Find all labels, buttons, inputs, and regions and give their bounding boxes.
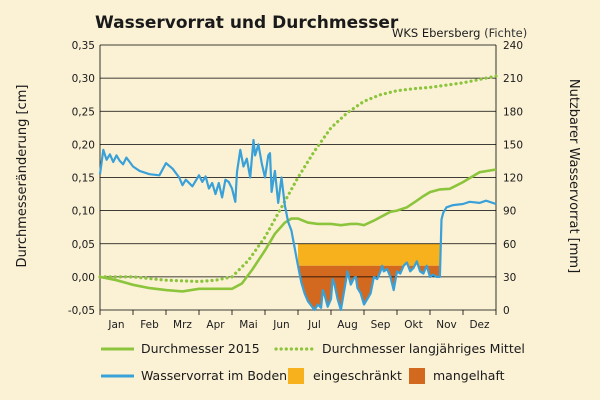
legend: Durchmesser 2015 Durchmesser langjährige… bbox=[101, 341, 525, 384]
x-tick-label: Sep bbox=[371, 319, 391, 331]
legend-swatch-mangelhaft bbox=[409, 368, 425, 384]
x-tick-label: Nov bbox=[436, 319, 457, 331]
y-tick-right-label: 240 bbox=[503, 40, 523, 52]
chart-title: Wasservorrat und Durchmesser bbox=[95, 13, 399, 33]
legend-label-durchmesser-mittel: Durchmesser langjähriges Mittel bbox=[322, 341, 525, 356]
y-tick-left-label: 0,25 bbox=[72, 106, 95, 118]
chart-subtitle-site: WKS Ebersberg bbox=[392, 26, 480, 40]
series-line-durchmesser-2015 bbox=[99, 168, 497, 293]
x-tick-label: Aug bbox=[337, 319, 358, 331]
plot-area: 0,35 0,30 0,25 0,20 0,15 0,10 0,05 0,00 -0,05 240… bbox=[68, 40, 523, 331]
x-tick-label: Okt bbox=[404, 319, 422, 331]
y-axis-right-label: Nutzbarer Wasservorrat [mm] bbox=[566, 79, 581, 273]
y-tick-right-label: 150 bbox=[503, 139, 523, 151]
chart-subtitle: WKS Ebersberg (Fichte) bbox=[392, 26, 527, 40]
y-tick-right-label: 180 bbox=[503, 106, 523, 118]
series-line-durchmesser-mittel bbox=[98, 74, 498, 284]
legend-label-mangelhaft: mangelhaft bbox=[433, 368, 505, 383]
y-tick-left-label: 0,35 bbox=[72, 40, 95, 52]
y-tick-right-label: 210 bbox=[503, 73, 523, 85]
x-tick-label: Mrz bbox=[173, 319, 192, 331]
legend-label-eingeschraenkt: eingeschränkt bbox=[313, 368, 402, 383]
x-tick-label: Apr bbox=[206, 319, 225, 331]
y-axis-left-label: Durchmesseränderung [cm] bbox=[15, 85, 30, 268]
legend-label-wasservorrat: Wasservorrat im Boden bbox=[141, 368, 287, 383]
legend-swatch-eingeschraenkt bbox=[288, 368, 304, 384]
y-tick-right-label: 0 bbox=[503, 305, 510, 317]
chart-subtitle-note: (Fichte) bbox=[484, 26, 527, 40]
y-tick-left-label: 0,30 bbox=[72, 73, 95, 85]
y-tick-left-label: 0,15 bbox=[72, 173, 95, 185]
y-tick-left-label: 0,00 bbox=[72, 272, 95, 284]
x-tick-label: Jul bbox=[307, 319, 321, 331]
x-tick-label: Jan bbox=[107, 319, 124, 331]
y-tick-right-label: 90 bbox=[503, 206, 516, 218]
x-tick-label: Feb bbox=[140, 319, 159, 331]
legend-label-durchmesser-2015: Durchmesser 2015 bbox=[141, 341, 260, 356]
y-tick-left-label: -0,05 bbox=[68, 305, 95, 317]
y-tick-right-label: 30 bbox=[503, 272, 516, 284]
x-tick-label: Mai bbox=[239, 319, 257, 331]
y-tick-right-label: 120 bbox=[503, 173, 523, 185]
y-tick-left-label: 0,10 bbox=[72, 206, 95, 218]
x-tick-label: Jun bbox=[272, 319, 289, 331]
y-tick-left-label: 0,05 bbox=[72, 239, 95, 251]
series-line-wasservorrat bbox=[98, 138, 497, 312]
y-tick-left-label: 0,20 bbox=[72, 139, 95, 151]
area-eingeschraenkt bbox=[298, 243, 444, 266]
y-tick-right-label: 60 bbox=[503, 239, 516, 251]
x-tick-label: Dez bbox=[469, 319, 490, 331]
